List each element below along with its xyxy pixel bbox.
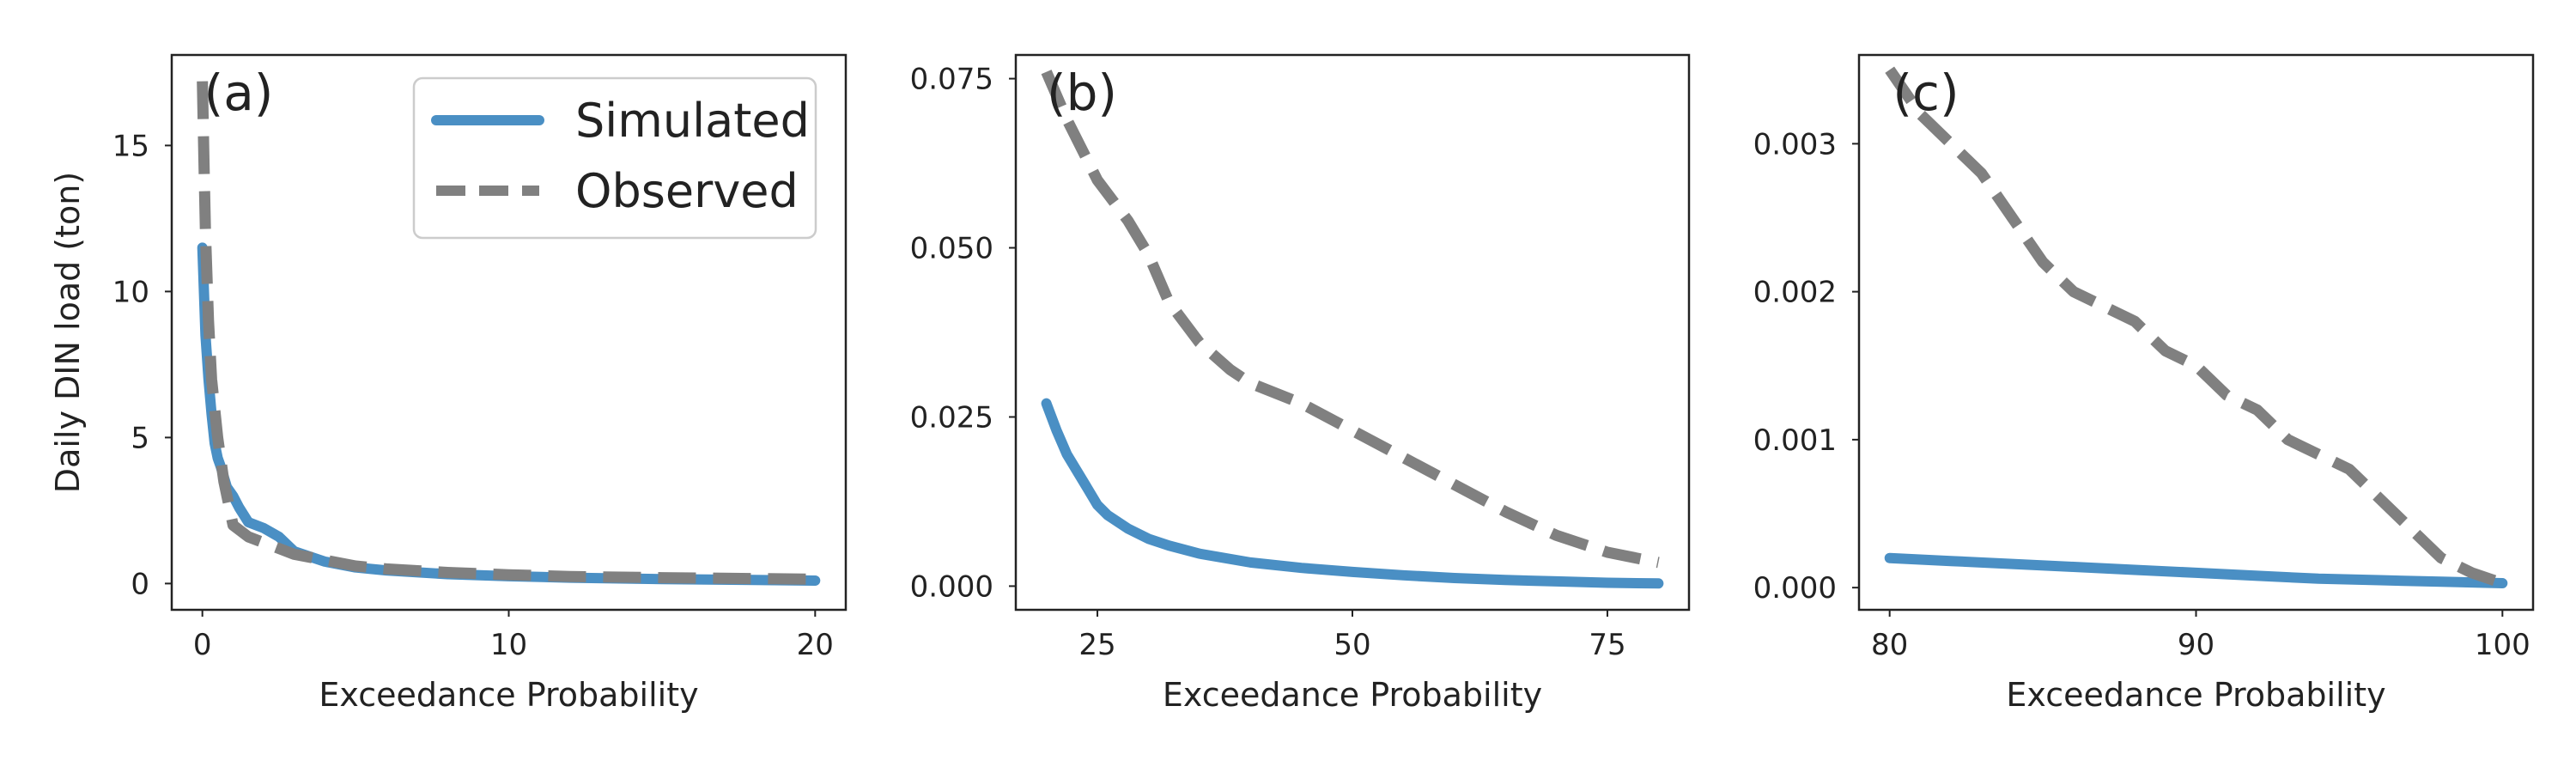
y-tick-label-a: 0 (131, 567, 149, 601)
x-tick-label-b: 75 (1589, 628, 1625, 662)
x-axis-label-b: Exceedance Probability (1163, 676, 1542, 714)
y-axis-label-a: Daily DIN load (ton) (49, 172, 87, 493)
x-axis-label-c: Exceedance Probability (2006, 676, 2385, 714)
series-simulated-line-c (1884, 552, 2508, 588)
x-tick-label-b: 25 (1078, 628, 1115, 662)
y-tick-label-b: 0.025 (910, 400, 993, 435)
plot-frame-c (1857, 53, 2535, 612)
legend-label-simulated: Simulated (575, 94, 810, 148)
panel-tag-c: (c) (1893, 64, 1959, 122)
y-tick-label-b: 0.075 (910, 63, 993, 97)
x-tick-label-b: 50 (1334, 628, 1370, 662)
series-simulated-line-a (197, 242, 821, 586)
legend: Simulated Observed (412, 76, 817, 240)
series-observed-line-b (1041, 70, 1660, 569)
panel-a: 0 10 20 0 5 10 15 Exceedance Probability Daily D… (49, 53, 848, 714)
panel-tag-a: (a) (204, 64, 274, 122)
x-tick-label-c: 80 (1871, 628, 1908, 662)
panel-c: 80 90 100 0.000 0.001 0.002 0.003 Exceedance Pr… (1753, 53, 2535, 714)
x-tick-label-c: 90 (2178, 628, 2215, 662)
x-axis-label-a: Exceedance Probability (319, 676, 698, 714)
y-tick-label-a: 5 (131, 421, 149, 455)
panel-tag-b: (b) (1047, 64, 1117, 122)
x-tick-label-c: 100 (2475, 628, 2530, 662)
y-tick-label-c: 0.003 (1753, 127, 1837, 161)
legend-label-observed: Observed (575, 164, 799, 218)
series-observed-line-a (197, 81, 816, 585)
x-tick-label-a: 10 (490, 628, 527, 662)
series-simulated-line-b (1041, 398, 1664, 589)
panel-b: 25 50 75 0.000 0.025 0.050 0.075 Exceedance Pro… (910, 53, 1691, 714)
y-tick-label-c: 0.000 (1753, 571, 1837, 606)
x-tick-label-a: 0 (193, 628, 212, 662)
x-tick-label-a: 20 (797, 628, 834, 662)
y-tick-label-c: 0.002 (1753, 276, 1837, 310)
y-tick-label-c: 0.001 (1753, 423, 1837, 458)
y-tick-label-b: 0.000 (910, 569, 993, 604)
series-observed-line-c (1885, 66, 2505, 589)
y-tick-label-b: 0.050 (910, 232, 993, 266)
y-tick-label-a: 15 (112, 129, 149, 163)
y-tick-label-a: 10 (112, 275, 149, 309)
